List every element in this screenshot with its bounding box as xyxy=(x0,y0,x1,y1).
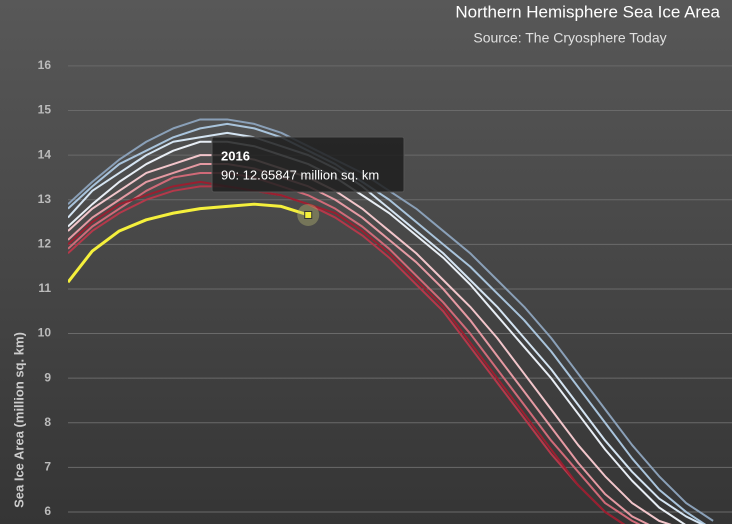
series-line xyxy=(68,154,672,524)
chart-title: Northern Hemisphere Sea Ice Area xyxy=(455,2,720,21)
series-line xyxy=(68,202,309,284)
series-line xyxy=(68,163,650,524)
tooltip-title: 2016 xyxy=(221,148,250,163)
y-tick-label: 7 xyxy=(44,460,51,474)
series-line xyxy=(68,140,686,524)
y-tick-label: 8 xyxy=(44,415,51,429)
tooltip-box xyxy=(211,136,405,193)
y-tick-label: 14 xyxy=(38,147,52,161)
y-tick-label: 13 xyxy=(38,192,52,206)
plot-area xyxy=(68,65,732,524)
y-tick-label: 6 xyxy=(44,504,51,518)
y-tick-label: 16 xyxy=(38,58,52,72)
y-tick-label: 9 xyxy=(44,370,51,384)
hover-marker xyxy=(304,210,313,219)
y-tick-label: 15 xyxy=(38,103,52,117)
chart-subtitle: Source: The Cryosphere Today xyxy=(473,30,666,46)
series-line xyxy=(68,180,626,524)
series-line xyxy=(68,122,707,524)
y-tick-label: 11 xyxy=(38,281,51,295)
y-tick-label: 12 xyxy=(38,237,52,251)
tooltip-text: 90: 12.65847 million sq. km xyxy=(221,167,379,182)
series-line xyxy=(68,171,641,524)
y-tick-label: 10 xyxy=(38,326,52,340)
y-axis-label: Sea Ice Area (million sq. km) xyxy=(11,332,26,508)
series-line xyxy=(68,131,704,524)
